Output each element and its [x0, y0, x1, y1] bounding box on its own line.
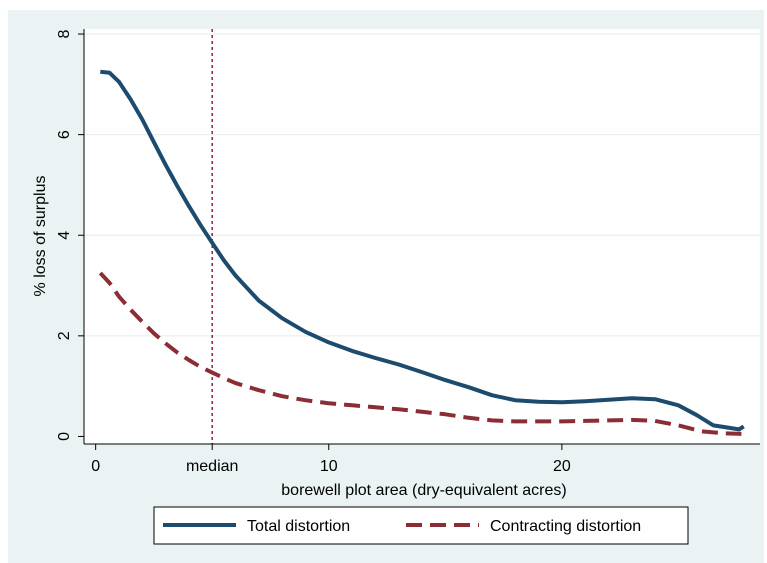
y-axis-ticks: 0 2 4 6 8 — [56, 29, 84, 441]
y-tick-label: 6 — [56, 130, 73, 139]
y-axis-title: % loss of surplus — [32, 176, 49, 297]
x-axis-title: borewell plot area (dry-equivalent acres… — [281, 482, 566, 499]
y-tick-label: 4 — [56, 231, 73, 240]
x-axis-ticks: 0 median 10 20 — [91, 444, 571, 475]
x-tick-label: 0 — [91, 458, 100, 475]
series-lines — [98, 69, 745, 436]
legend: Total distortion Contracting distortion — [153, 506, 689, 545]
y-tick-label: 8 — [56, 29, 73, 38]
series-line-contracting-distortion — [98, 271, 742, 436]
plot-area — [84, 29, 760, 444]
series-line-total-distortion — [100, 69, 745, 432]
axes — [83, 29, 760, 445]
legend-label-contracting-distortion: Contracting distortion — [490, 518, 641, 535]
x-tick-label: median — [186, 458, 238, 475]
y-tick-label: 2 — [56, 331, 73, 340]
grid-lines — [84, 33, 760, 337]
y-tick-label: 0 — [56, 432, 73, 441]
legend-label-total-distortion: Total distortion — [247, 518, 350, 535]
x-tick-label: 10 — [320, 458, 338, 475]
x-tick-label: 20 — [553, 458, 571, 475]
